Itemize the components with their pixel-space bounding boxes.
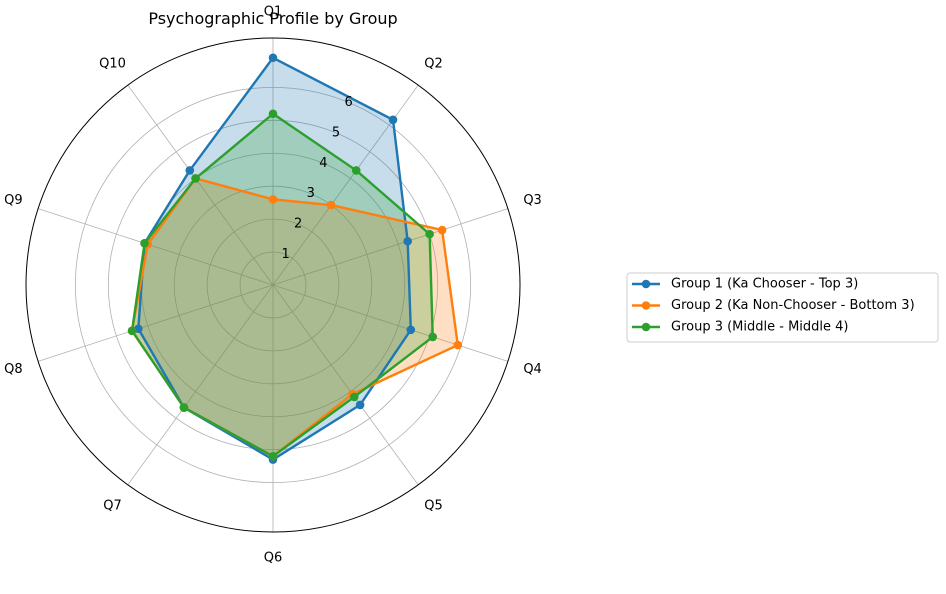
legend: Group 1 (Ka Chooser - Top 3) Group 2 (Ka …: [626, 272, 939, 343]
ring-gridline: [173, 185, 373, 385]
data-point: [453, 340, 463, 350]
data-point: [326, 200, 336, 210]
data-point: [350, 392, 359, 402]
r-tick-label: 3: [307, 186, 315, 201]
data-point: [140, 238, 149, 248]
legend-label: Group 1 (Ka Chooser - Top 3): [671, 277, 858, 292]
r-tick-label: 4: [319, 156, 327, 171]
category-label: Q7: [103, 498, 122, 513]
legend-label: Group 3 (Middle - Middle 4): [671, 320, 849, 335]
radial-gridline: [127, 284, 274, 486]
polar-frame: [25, 37, 521, 533]
radial-gridline: [272, 284, 509, 362]
data-point: [127, 326, 137, 336]
radial-gridline: [272, 284, 419, 486]
radial-gridline: [127, 84, 274, 286]
series-fill-2: [132, 178, 458, 457]
r-tick-label: 2: [294, 217, 302, 232]
category-label: Q2: [424, 57, 443, 72]
data-point: [191, 174, 200, 183]
data-point: [355, 400, 365, 410]
ring-gridline: [107, 119, 439, 451]
label-layer: 12 34 56 Q1 Q2 Q3 Q4 Q5 Q6 Q7 Q8 Q9 Q10: [4, 5, 542, 566]
radial-gridline: [37, 284, 274, 362]
data-point: [185, 166, 195, 175]
data-point: [268, 195, 278, 204]
series-layer: [127, 53, 463, 464]
chart-title: Psychographic Profile by Group: [148, 9, 397, 28]
category-label: Q8: [4, 362, 23, 377]
category-label: Q3: [523, 193, 542, 208]
r-tick-label: 5: [332, 125, 340, 140]
data-point: [403, 236, 412, 246]
data-point: [179, 403, 189, 412]
legend-marker: [641, 279, 651, 289]
category-label: Q9: [4, 193, 23, 208]
series-fill-3: [132, 113, 433, 457]
ring-gridline: [206, 218, 340, 352]
legend-label: Group 2 (Ka Non-Chooser - Bottom 3): [671, 298, 915, 313]
category-label: Q6: [264, 551, 283, 566]
category-label: Q5: [424, 498, 443, 513]
legend-marker: [641, 322, 651, 332]
data-point: [388, 115, 398, 125]
grid-layer: [25, 37, 521, 533]
data-point: [268, 53, 278, 63]
data-point: [351, 166, 361, 175]
legend-box: [626, 272, 939, 343]
r-tick-label: 1: [281, 247, 289, 262]
data-point: [425, 229, 434, 239]
category-label: Q4: [523, 362, 542, 377]
ring-gridline: [239, 251, 307, 319]
r-tick-label: 6: [344, 95, 352, 110]
series-fill-1: [138, 57, 411, 460]
legend-marker: [641, 301, 651, 310]
category-label: Q1: [264, 5, 283, 20]
data-point: [268, 109, 278, 119]
radial-gridline: [37, 208, 274, 286]
data-point: [428, 332, 438, 342]
category-label: Q10: [99, 57, 126, 72]
data-point: [437, 225, 447, 235]
radial-gridline: [272, 208, 509, 286]
data-point: [268, 451, 278, 461]
ring-gridline: [74, 86, 472, 484]
data-point: [406, 325, 416, 335]
